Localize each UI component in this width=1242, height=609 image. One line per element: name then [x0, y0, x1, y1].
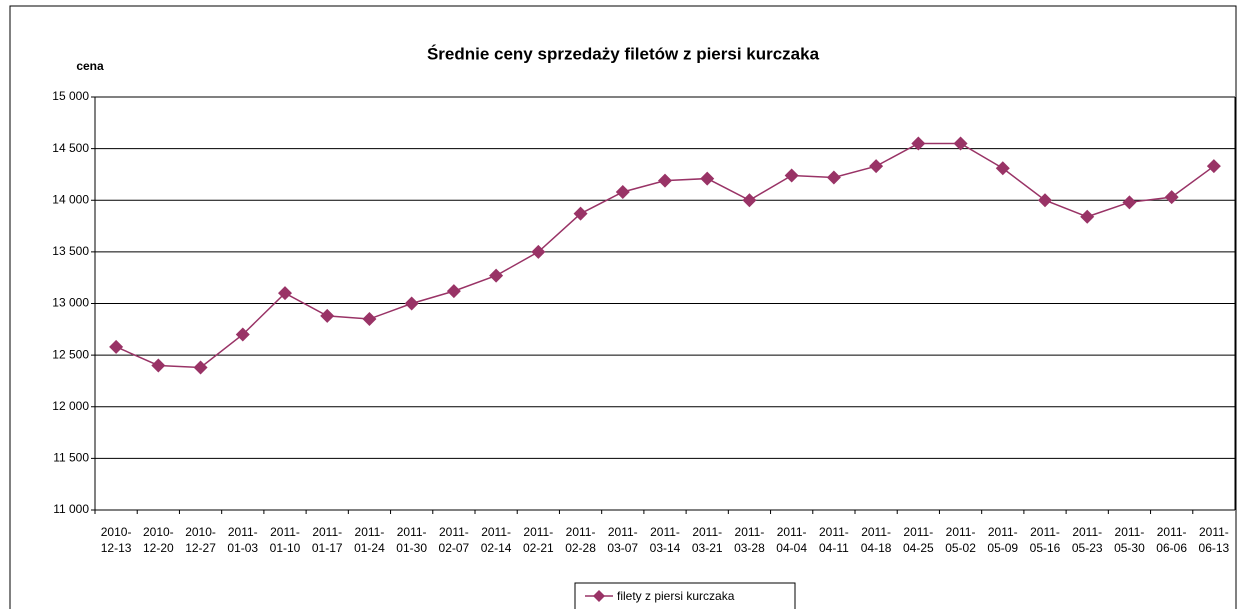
x-tick-label: 2011-02-28 [565, 525, 596, 555]
chart-border [9, 5, 1237, 609]
data-point [531, 244, 546, 259]
x-tick-label: 2011-01-24 [354, 525, 385, 555]
x-tick-label: 2011-03-07 [607, 525, 639, 555]
legend-label: filety z piersi kurczaka [617, 589, 735, 603]
y-tick-label: 11 000 [53, 502, 89, 516]
data-point [404, 296, 419, 311]
data-point [826, 170, 841, 185]
data-point [869, 159, 884, 174]
y-tick-label: 14 000 [52, 192, 89, 206]
x-tick-label: 2011-02-21 [522, 525, 554, 555]
x-tick-label: 2010-12-13 [100, 525, 132, 555]
x-tick-label: 2011-06-06 [1156, 525, 1187, 555]
data-point [658, 173, 672, 188]
data-point [109, 339, 124, 354]
data-point [489, 268, 504, 283]
data-point [193, 360, 208, 375]
x-tick-label: 2011-06-13 [1198, 525, 1230, 555]
data-point [995, 161, 1010, 176]
data-point [151, 358, 166, 373]
data-point [784, 168, 799, 183]
x-tick-label: 2011-04-18 [860, 525, 892, 555]
x-tick-label: 2011-01-30 [396, 525, 427, 555]
x-tick-label: 2011-01-10 [269, 525, 301, 555]
x-tick-label: 2011-05-02 [945, 525, 976, 555]
x-tick-label: 2011-03-14 [649, 525, 681, 555]
data-point [953, 136, 968, 151]
y-tick-label: 11 500 [53, 451, 89, 465]
data-point [446, 284, 461, 299]
y-tick-label: 13 500 [52, 244, 89, 258]
x-tick-label: 2011-03-28 [734, 525, 765, 555]
x-tick-label: 2010-12-27 [185, 525, 216, 555]
data-point [742, 193, 757, 208]
data-point [911, 136, 926, 151]
y-tick-label: 12 000 [52, 399, 89, 413]
chart-title: Średnie ceny sprzedaży filetów z piersi … [427, 44, 820, 63]
x-tick-label: 2011-05-09 [987, 525, 1019, 555]
x-tick-label: 2011-04-25 [902, 525, 934, 555]
y-tick-label: 14 500 [52, 141, 89, 155]
data-point [1038, 193, 1052, 208]
x-tick-label: 2011-05-23 [1071, 525, 1103, 555]
x-tick-label: 2011-04-11 [818, 525, 849, 555]
x-tick-label: 2011-04-04 [776, 525, 807, 555]
y-axis-label: cena [76, 59, 104, 73]
x-tick-label: 2011-03-21 [691, 525, 723, 555]
legend-marker [593, 590, 605, 602]
data-point [278, 286, 292, 301]
x-tick-label: 2011-02-14 [480, 525, 512, 555]
data-point [615, 184, 630, 199]
x-tick-label: 2011-02-07 [438, 525, 470, 555]
y-tick-label: 13 000 [52, 296, 89, 310]
y-tick-label: 15 000 [52, 89, 89, 103]
data-point [1164, 190, 1179, 205]
x-tick-label: 2011-05-16 [1029, 525, 1061, 555]
data-point [320, 308, 335, 323]
y-tick-label: 12 500 [52, 347, 89, 361]
data-point [700, 171, 715, 186]
data-point [573, 206, 588, 221]
x-tick-label: 2010-12-20 [142, 525, 174, 555]
data-point [1080, 209, 1095, 224]
data-point [1122, 195, 1137, 210]
data-point [362, 311, 377, 326]
x-tick-label: 2011-01-17 [311, 525, 343, 555]
data-point [235, 327, 250, 342]
x-tick-label: 2011-01-03 [227, 525, 259, 555]
data-point [1206, 159, 1221, 174]
x-tick-label: 2011-05-30 [1114, 525, 1145, 555]
